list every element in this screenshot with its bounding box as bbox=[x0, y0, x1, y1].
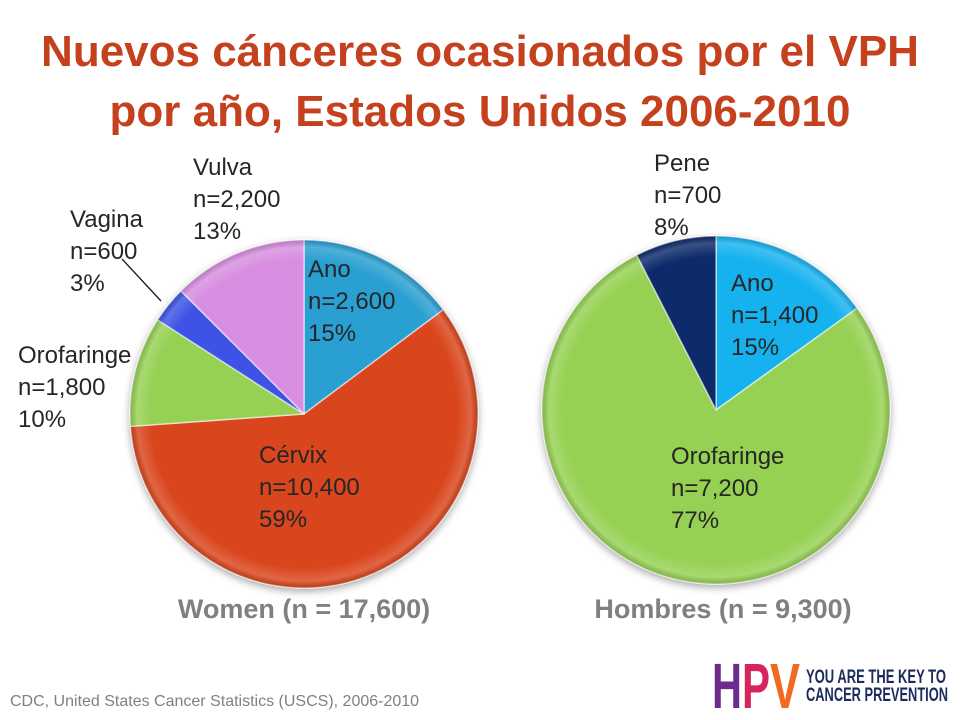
men-label-orofaringe-percent: 77% bbox=[671, 507, 720, 534]
women-label-ano-name: Ano bbox=[308, 256, 351, 283]
women-label-vulva-count: n=2,200 bbox=[193, 186, 281, 213]
logo-letter-h: H bbox=[712, 658, 742, 716]
vagina-leader-line bbox=[121, 258, 162, 302]
women-pie-caption: Women (n = 17,600) bbox=[177, 594, 431, 624]
footer-source-citation: CDC, United States Cancer Statistics (US… bbox=[10, 693, 420, 710]
men-label-orofaringe-name: Orofaringe bbox=[671, 443, 785, 470]
slide-title-line-1: Nuevos cánceres ocasionados por el VPH bbox=[41, 27, 919, 76]
women-label-orofaringe: Orofaringe n=1,800 10% bbox=[18, 340, 131, 436]
women-label-orofaringe-count: n=1,800 bbox=[18, 374, 106, 401]
women-label-cervix: Cérvix n=10,400 59% bbox=[259, 440, 360, 536]
men-label-orofaringe-count: n=7,200 bbox=[671, 475, 759, 502]
men-label-pene-percent: 8% bbox=[654, 214, 689, 241]
hpv-logo: H P V YOU ARE THE KEY TO CANCER PREVENTI… bbox=[712, 658, 948, 716]
women-label-vagina-name: Vagina bbox=[70, 206, 143, 233]
men-label-pene: Pene n=700 8% bbox=[654, 148, 721, 244]
logo-tagline-line-2: CANCER PREVENTION bbox=[806, 685, 948, 706]
logo-letter-v: V bbox=[770, 658, 800, 716]
men-label-ano-name: Ano bbox=[731, 270, 774, 297]
men-label-pene-count: n=700 bbox=[654, 182, 722, 209]
women-label-ano: Ano n=2,600 15% bbox=[308, 254, 395, 350]
men-label-pene-name: Pene bbox=[654, 150, 711, 177]
men-label-ano-percent: 15% bbox=[731, 334, 780, 361]
slide-title-line-2: por año, Estados Unidos 2006-2010 bbox=[109, 87, 851, 136]
women-label-cervix-name: Cérvix bbox=[259, 442, 328, 469]
women-label-orofaringe-percent: 10% bbox=[18, 406, 67, 433]
men-label-ano: Ano n=1,400 15% bbox=[731, 268, 818, 364]
women-label-vagina: Vagina n=600 3% bbox=[70, 204, 143, 300]
women-label-vulva-name: Vulva bbox=[193, 154, 253, 181]
slide-title: Nuevos cánceres ocasionados por el VPH p… bbox=[0, 22, 960, 142]
hpv-logo-mark: H P V bbox=[712, 658, 800, 716]
women-label-ano-count: n=2,600 bbox=[308, 288, 396, 315]
women-label-vagina-count: n=600 bbox=[70, 238, 138, 265]
logo-tagline: YOU ARE THE KEY TO CANCER PREVENTION bbox=[806, 667, 948, 706]
women-label-vulva-percent: 13% bbox=[193, 218, 242, 245]
women-label-vagina-percent: 3% bbox=[70, 270, 105, 297]
women-label-vulva: Vulva n=2,200 13% bbox=[193, 152, 280, 248]
men-label-ano-count: n=1,400 bbox=[731, 302, 819, 329]
logo-letter-p: P bbox=[742, 658, 770, 716]
women-label-cervix-percent: 59% bbox=[259, 506, 308, 533]
women-label-orofaringe-name: Orofaringe bbox=[18, 342, 132, 369]
women-label-ano-percent: 15% bbox=[308, 320, 357, 347]
men-pie-caption: Hombres (n = 9,300) bbox=[594, 594, 852, 624]
women-label-cervix-count: n=10,400 bbox=[259, 474, 360, 501]
men-label-orofaringe: Orofaringe n=7,200 77% bbox=[671, 441, 784, 537]
logo-tagline-line-1: YOU ARE THE KEY TO bbox=[806, 667, 946, 688]
